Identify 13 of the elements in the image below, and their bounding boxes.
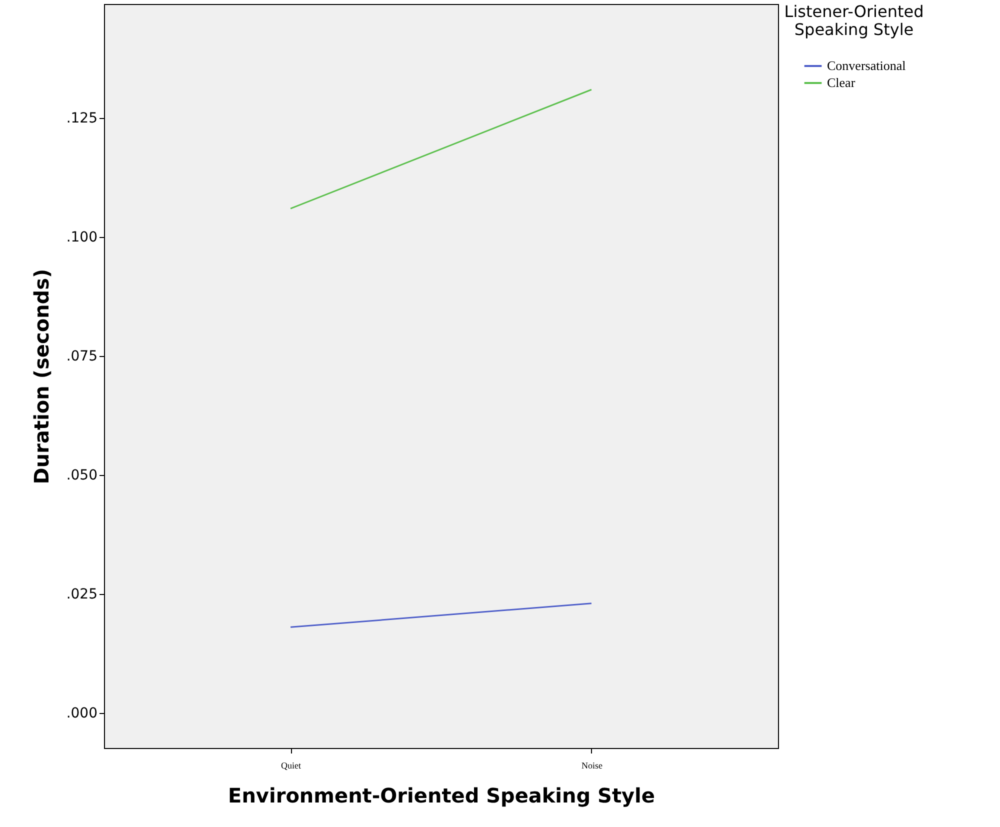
legend-title: Listener-Oriented Speaking Style (784, 2, 924, 39)
y-tick-label: .050 (66, 467, 98, 484)
legend-label: Conversational (827, 58, 906, 73)
y-axis-title: Duration (seconds) (29, 268, 54, 484)
y-tick-label: .025 (66, 586, 98, 602)
x-axis-title: Environment-Oriented Speaking Style (228, 784, 655, 808)
y-tick-label: .075 (66, 348, 98, 365)
y-tick-label: .000 (66, 705, 98, 722)
x-tick-label: Noise (581, 760, 602, 770)
y-tick-label: .100 (66, 230, 98, 246)
legend-label: Clear (827, 75, 856, 90)
x-tick-label: Quiet (281, 760, 302, 770)
y-tick-label: .125 (66, 110, 98, 127)
